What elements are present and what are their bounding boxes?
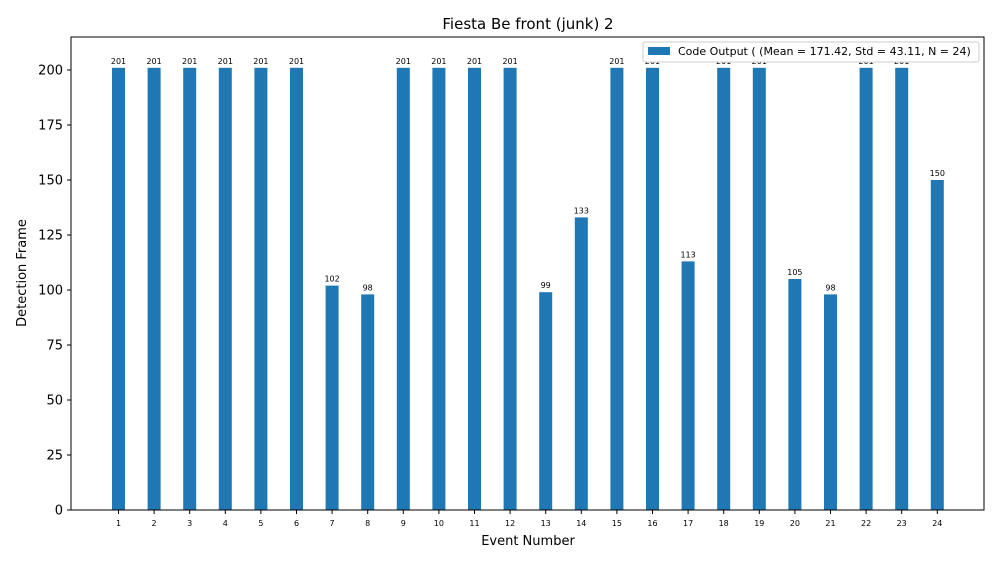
data-label: 201	[182, 57, 197, 66]
x-tick-label: 4	[223, 519, 228, 528]
bar-5	[254, 67, 268, 511]
data-label: 201	[218, 57, 233, 66]
bar-14	[574, 217, 588, 510]
bar-10	[432, 67, 446, 511]
y-tick-label: 125	[38, 229, 63, 244]
data-label: 201	[467, 57, 482, 66]
data-label: 201	[502, 57, 517, 66]
x-tick-label: 24	[932, 519, 942, 528]
bar-1	[112, 67, 125, 511]
chart-title: Fiesta Be front (junk) 2	[442, 15, 613, 33]
y-tick-label: 100	[38, 284, 63, 299]
data-label: 113	[680, 250, 695, 259]
legend-label: Code Output ( (Mean = 171.42, Std = 43.1…	[678, 45, 971, 58]
data-label: 99	[541, 281, 551, 290]
x-tick-label: 1	[116, 519, 121, 528]
x-tick-label: 13	[541, 519, 551, 528]
legend-swatch	[648, 47, 670, 55]
x-tick-label: 15	[612, 519, 622, 528]
x-tick-label: 9	[401, 519, 406, 528]
bar-23	[895, 67, 909, 511]
x-tick-label: 7	[330, 519, 335, 528]
bar-9	[396, 67, 410, 511]
y-tick-label: 75	[46, 339, 63, 354]
data-label: 102	[324, 275, 339, 284]
bar-15	[610, 67, 624, 511]
data-label: 201	[431, 57, 446, 66]
bar-20	[788, 279, 802, 510]
x-tick-label: 5	[258, 519, 263, 528]
x-tick-label: 16	[647, 519, 657, 528]
bar-13	[539, 292, 553, 510]
data-label: 105	[787, 268, 802, 277]
x-tick-label: 6	[294, 519, 299, 528]
x-tick-label: 17	[683, 519, 693, 528]
bar-18	[717, 67, 731, 511]
data-label: 133	[574, 206, 589, 215]
x-tick-label: 8	[365, 519, 370, 528]
bar-16	[646, 67, 659, 511]
bar-7	[325, 285, 339, 510]
y-tick-label: 50	[46, 394, 63, 409]
y-tick-label: 150	[38, 174, 63, 189]
x-tick-label: 11	[469, 519, 479, 528]
x-tick-label: 18	[719, 519, 729, 528]
bar-17	[681, 261, 695, 510]
bar-8	[361, 294, 375, 510]
x-tick-label: 22	[861, 519, 871, 528]
bar-4	[218, 67, 232, 511]
x-tick-label: 12	[505, 519, 515, 528]
x-tick-label: 19	[754, 519, 764, 528]
bar-22	[859, 67, 873, 511]
y-tick-label: 25	[46, 449, 63, 464]
legend-box	[642, 41, 980, 63]
bar-11	[468, 67, 481, 511]
data-label: 98	[825, 283, 835, 292]
bar-24	[930, 180, 944, 510]
bar-6	[290, 67, 303, 511]
data-label: 201	[289, 57, 304, 66]
data-label: 201	[609, 57, 624, 66]
x-tick-label: 10	[434, 519, 444, 528]
legend: Code Output ( (Mean = 171.42, Std = 43.1…	[642, 41, 980, 63]
plot-area: 0255075100125150175200120122013201420152…	[38, 57, 945, 528]
x-axis-label: Event Number	[481, 534, 575, 549]
data-label: 150	[930, 169, 945, 178]
bar-21	[824, 294, 837, 510]
x-tick-label: 14	[576, 519, 586, 528]
x-tick-label: 2	[152, 519, 157, 528]
axes-frame	[70, 36, 985, 511]
data-label: 201	[111, 57, 126, 66]
x-tick-label: 20	[790, 519, 800, 528]
data-label: 201	[146, 57, 161, 66]
data-label: 98	[363, 283, 373, 292]
y-axis-label: Detection Frame	[15, 219, 30, 327]
x-tick-label: 23	[897, 519, 907, 528]
bar-19	[752, 67, 766, 511]
y-tick-label: 175	[38, 119, 63, 134]
y-tick-label: 0	[55, 504, 63, 519]
bar-2	[147, 67, 161, 511]
x-tick-label: 21	[825, 519, 835, 528]
x-tick-label: 3	[187, 519, 192, 528]
bar-3	[183, 67, 197, 511]
bar-12	[503, 67, 517, 511]
data-label: 201	[396, 57, 411, 66]
data-label: 201	[253, 57, 268, 66]
y-tick-label: 200	[38, 64, 63, 79]
